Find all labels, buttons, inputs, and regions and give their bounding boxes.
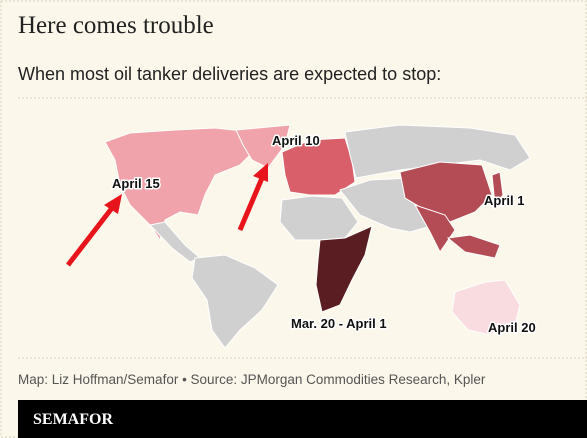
arrow-head xyxy=(104,194,122,214)
arrows xyxy=(66,163,268,267)
china xyxy=(399,161,493,223)
subtitle: When most oil tanker deliveries are expe… xyxy=(18,64,441,84)
south-asia xyxy=(413,204,456,253)
russia xyxy=(344,124,531,179)
arrow xyxy=(66,206,114,267)
brand-bar xyxy=(18,400,587,438)
southeast-asia xyxy=(446,234,501,259)
source: Map: Liz Hoffman/Semafor • Source: JPMor… xyxy=(18,372,486,387)
region-label: April 20 xyxy=(488,320,536,335)
south-america xyxy=(191,254,279,349)
east-south-africa xyxy=(315,225,373,313)
title: Here comes trouble xyxy=(18,12,214,39)
arrow-head xyxy=(253,163,268,182)
region-label: April 1 xyxy=(484,193,524,208)
brand: SEMAFOR xyxy=(33,411,113,428)
world-map xyxy=(104,124,531,349)
region-label: Mar. 20 - April 1 xyxy=(291,316,387,331)
north-america xyxy=(104,127,263,242)
arrow xyxy=(237,177,265,231)
region-label: April 10 xyxy=(272,133,320,148)
japan xyxy=(491,171,504,207)
region-label: April 15 xyxy=(112,176,160,191)
australia xyxy=(451,279,521,336)
